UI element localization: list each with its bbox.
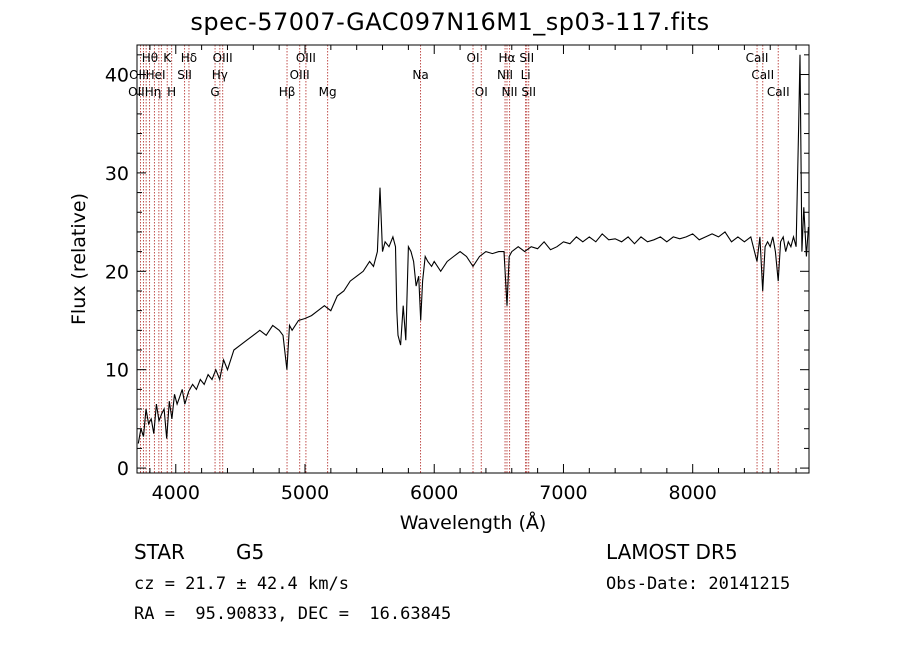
- line-label: OIII: [290, 68, 310, 82]
- subclass-label: G5: [236, 540, 265, 564]
- y-axis-label: Flux (relative): [68, 193, 90, 325]
- line-label: H: [167, 85, 176, 99]
- y-tick-label: 10: [105, 360, 129, 382]
- line-label: SII: [519, 51, 534, 65]
- line-label: Li: [521, 68, 531, 82]
- line-label: NII: [502, 85, 518, 99]
- cz-value: cz = 21.7 ± 42.4 km/s: [134, 574, 349, 594]
- survey-label: LAMOST DR5: [606, 540, 738, 564]
- y-tick-label: 0: [117, 458, 129, 480]
- obs-date: Obs-Date: 20141215: [606, 574, 791, 594]
- line-label: OI: [467, 51, 480, 65]
- y-tick-label: 40: [105, 65, 129, 87]
- x-tick-label: 7000: [539, 482, 587, 504]
- line-label: OIII: [213, 51, 233, 65]
- line-label: CaII: [746, 51, 769, 65]
- line-label: K: [163, 51, 172, 65]
- x-tick-label: 8000: [669, 482, 717, 504]
- spectrum-series: [137, 54, 809, 444]
- x-axis-label: Wavelength (Å): [400, 511, 547, 534]
- line-label: OIII: [296, 51, 316, 65]
- x-tick-label: 6000: [410, 482, 458, 504]
- line-markers: [139, 45, 779, 473]
- plot-frame: [136, 44, 810, 474]
- line-label: Hα: [499, 51, 516, 65]
- y-tick-label: 30: [105, 163, 129, 185]
- line-label: SII: [177, 68, 192, 82]
- y-axis: 0 10 20 30 40: [105, 54, 809, 480]
- coordinates: RA = 95.90833, DEC = 16.63845: [134, 604, 452, 624]
- line-label: Hδ: [181, 51, 197, 65]
- line-label: SII: [521, 85, 536, 99]
- line-label: NII: [497, 68, 513, 82]
- x-tick-label: 5000: [281, 482, 329, 504]
- x-tick-label: 4000: [152, 482, 200, 504]
- line-label: Mg: [319, 85, 337, 99]
- line-label: OI: [475, 85, 488, 99]
- line-label: OIIHeI: [129, 68, 165, 82]
- line-label: G: [210, 85, 219, 99]
- spectrum-line: [137, 54, 809, 444]
- class-label: STAR: [134, 540, 185, 564]
- line-label: CaII: [751, 68, 774, 82]
- line-label: Na: [412, 68, 428, 82]
- line-label: Hθ: [142, 51, 158, 65]
- line-label: Hβ: [279, 85, 296, 99]
- chart-title: spec-57007-GAC097N16M1_sp03-117.fits: [190, 8, 710, 36]
- line-label: OIIHη: [128, 85, 161, 99]
- y-tick-label: 20: [105, 261, 129, 283]
- line-label: CaII: [767, 85, 790, 99]
- x-axis: 4000 5000 6000 7000 8000: [149, 45, 797, 504]
- line-label: Hγ: [212, 68, 228, 82]
